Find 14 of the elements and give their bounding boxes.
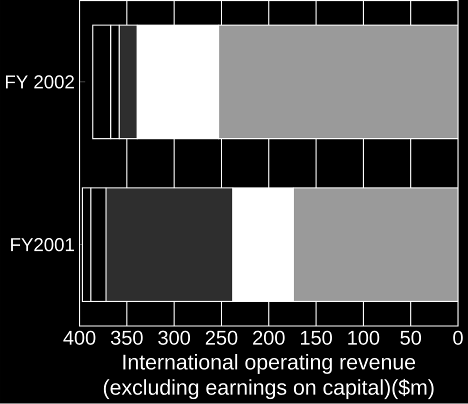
x-tick-label: 300 — [158, 330, 190, 346]
x-tick-label: 0 — [453, 330, 463, 346]
bar — [292, 188, 458, 302]
x-tick-label: 150 — [300, 330, 332, 346]
x-tick-label: 350 — [110, 330, 143, 346]
x-tick-label: 250 — [206, 330, 238, 346]
x-tick-label: 400 — [63, 330, 96, 346]
x-tick-label: 100 — [348, 330, 380, 346]
y-tick-label: FY 2002 — [6, 76, 74, 89]
x-tick-label: 50 — [400, 330, 421, 346]
x-tick-label: 200 — [253, 330, 285, 346]
x-axis-title: International operating revenue (excluding earnings on capital)($m) — [104, 354, 434, 400]
bar — [218, 24, 458, 140]
y-tick-label: FY2001 — [11, 238, 74, 252]
